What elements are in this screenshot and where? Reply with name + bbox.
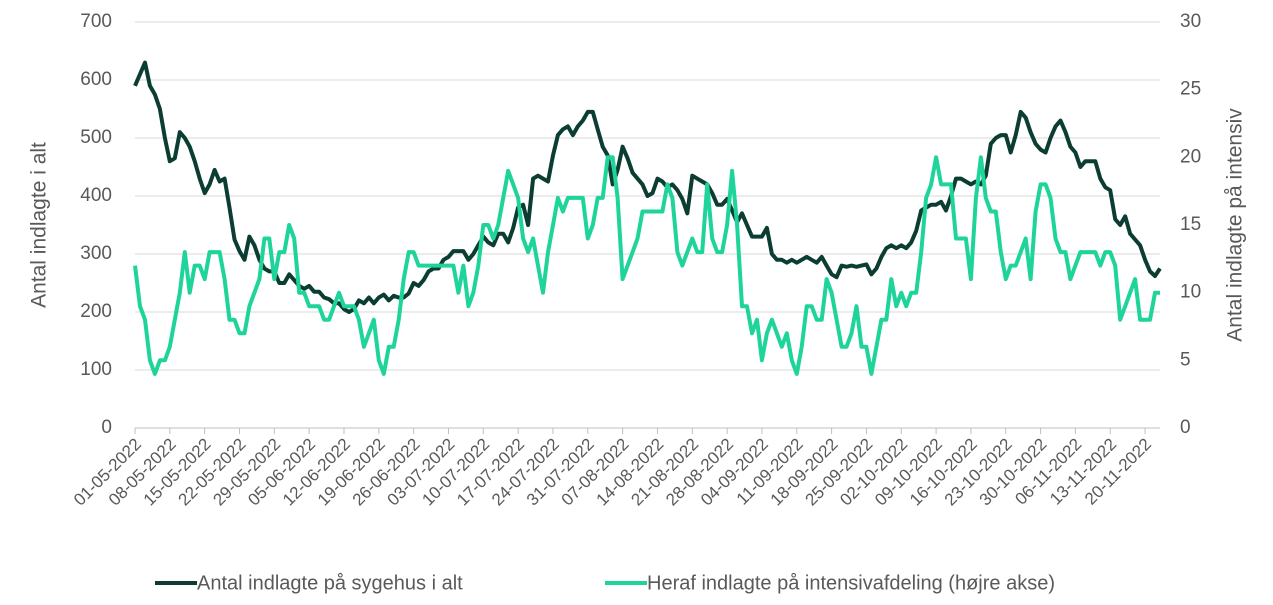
y2-tick-label: 5 xyxy=(1180,349,1191,370)
y-tick-label: 100 xyxy=(80,359,112,380)
y-tick-label: 300 xyxy=(80,243,112,264)
y2-tick-label: 10 xyxy=(1180,282,1201,303)
y2-tick-label: 15 xyxy=(1180,214,1201,235)
y-tick-label: 600 xyxy=(80,69,112,90)
y-axis-title: Antal indlagte i alt xyxy=(28,142,51,308)
y2-tick-label: 25 xyxy=(1180,79,1201,100)
y-tick-label: 0 xyxy=(101,417,112,438)
legend-label: Heraf indlagte på intensivafdeling (højr… xyxy=(647,572,1055,594)
y-tick-label: 400 xyxy=(80,185,112,206)
series-line xyxy=(133,60,1162,314)
y2-tick-label: 0 xyxy=(1180,417,1191,438)
y2-tick-label: 30 xyxy=(1180,11,1201,32)
y-tick-label: 500 xyxy=(80,127,112,148)
series-line xyxy=(133,155,1160,376)
y2-tick-label: 20 xyxy=(1180,146,1201,167)
y2-axis-title: Antal indlagte på intensiv xyxy=(1224,108,1247,342)
y-tick-label: 200 xyxy=(80,301,112,322)
legend-label: Antal indlagte på sygehus i alt xyxy=(197,572,463,594)
y-tick-label: 700 xyxy=(80,11,112,32)
